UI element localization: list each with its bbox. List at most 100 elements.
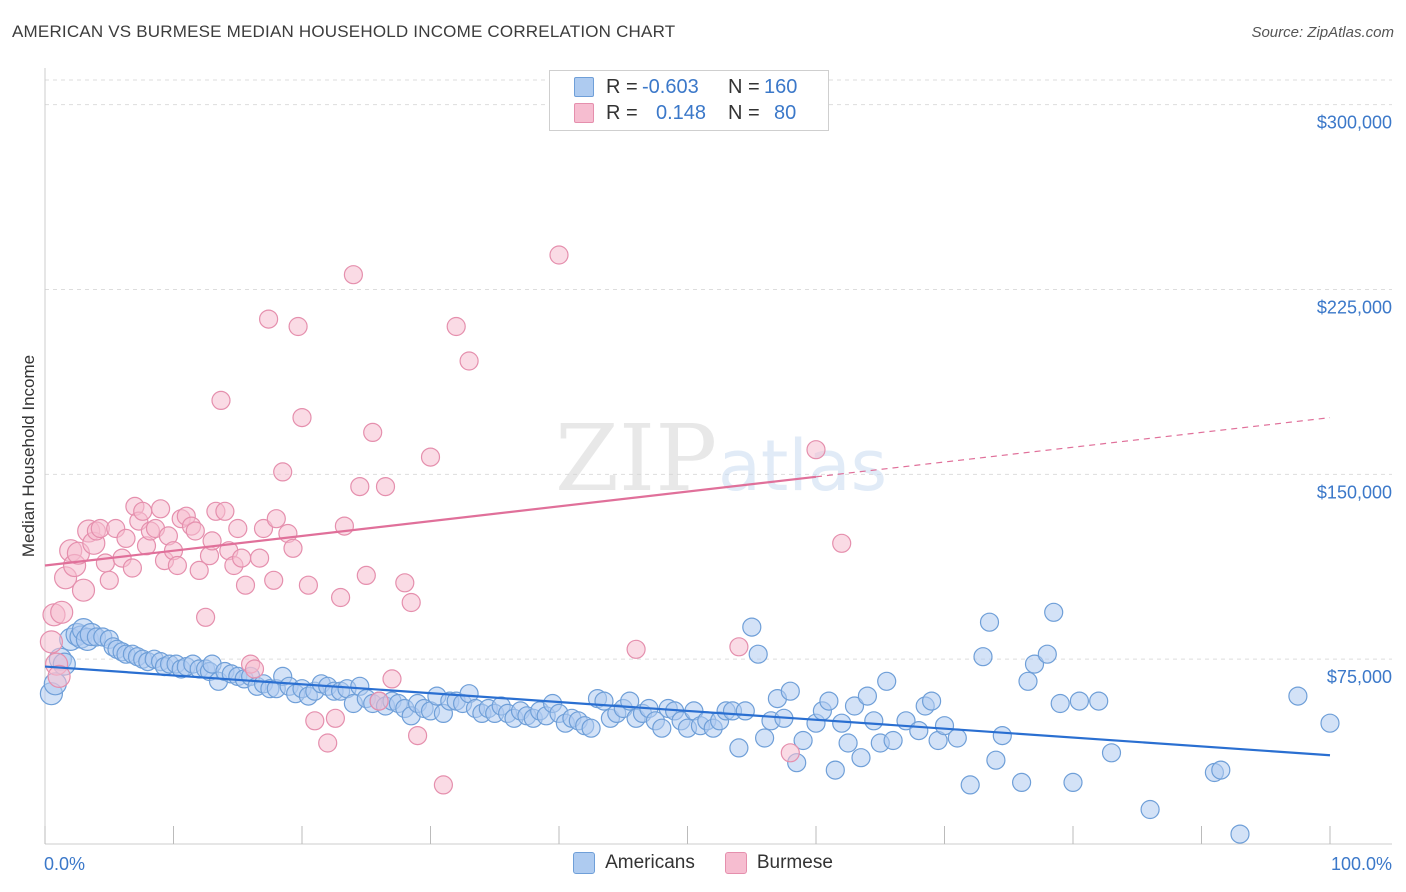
legend-r-value: -0.603: [642, 75, 699, 98]
americans-point: [1069, 691, 1090, 711]
correlation-legend: R = -0.603 N = 160 R = 0.148 N = 80: [549, 70, 829, 131]
series-americans: [39, 602, 1340, 844]
x-tick-label-start: 0.0%: [44, 854, 85, 874]
americans-point: [1230, 824, 1250, 844]
americans-point: [851, 748, 871, 768]
burmese-point: [363, 422, 383, 442]
americans-point: [832, 713, 852, 733]
burmese-point: [259, 309, 279, 329]
watermark-atlas: atlas: [718, 425, 887, 507]
burmese-legend-swatch: [724, 852, 747, 874]
legend-r-value: 0.148: [656, 101, 707, 124]
burmese-point: [196, 607, 216, 627]
burmese-point: [343, 265, 363, 285]
burmese-point: [395, 573, 415, 593]
americans-point: [742, 617, 762, 637]
americans-trend-line: [44, 665, 1331, 757]
americans-point: [819, 691, 839, 711]
americans-point: [960, 775, 980, 795]
burmese-trend-extension: [815, 417, 1331, 478]
burmese-point: [235, 575, 256, 595]
burmese-point: [408, 725, 428, 746]
americans-point: [838, 733, 858, 753]
burmese-point: [305, 711, 325, 731]
series-burmese: [39, 245, 852, 795]
burmese-point: [133, 501, 153, 521]
burmese-point: [185, 521, 205, 541]
trend-lines: [44, 417, 1331, 757]
legend-row-burmese: R = 0.148 N = 80: [574, 101, 796, 125]
americans-point: [1211, 760, 1231, 780]
americans-point: [729, 738, 749, 758]
burmese-legend-label: Burmese: [756, 852, 833, 873]
y-axis-label: Median Household Income: [19, 355, 38, 557]
burmese-point: [273, 462, 293, 482]
burmese-point: [232, 548, 252, 568]
americans-point: [825, 760, 845, 780]
chart-title: AMERICAN VS BURMESE MEDIAN HOUSEHOLD INC…: [12, 22, 676, 41]
burmese-point: [433, 775, 453, 795]
americans-point: [581, 718, 601, 738]
americans-point: [735, 701, 755, 721]
legend-n-label: N =: [728, 101, 760, 124]
x-tick-labels: 0.0% 100.0%: [44, 854, 1392, 874]
americans-point: [780, 681, 800, 701]
legend-item-burmese[interactable]: Burmese: [724, 852, 833, 874]
burmese-point: [446, 316, 466, 337]
burmese-point: [244, 659, 265, 679]
burmese-point: [151, 499, 171, 519]
burmese-point: [369, 691, 389, 711]
burmese-point: [350, 477, 370, 497]
americans-legend-label: Americans: [605, 852, 695, 873]
y-tick-label: $300,000: [1317, 113, 1392, 133]
burmese-point: [122, 558, 142, 578]
y-tick-label: $225,000: [1317, 297, 1392, 317]
burmese-point: [266, 509, 286, 529]
legend-n-label: N =: [728, 75, 760, 98]
burmese-point: [264, 570, 284, 590]
legend-n-value: 80: [774, 101, 797, 124]
americans-point: [652, 718, 672, 738]
americans-point: [909, 720, 929, 741]
chart-source: Source: ZipAtlas.com: [1251, 24, 1394, 41]
burmese-point: [50, 600, 74, 624]
burmese-point: [228, 518, 248, 539]
burmese-point: [549, 245, 569, 265]
burmese-point: [459, 351, 479, 371]
legend-item-americans[interactable]: Americans: [573, 852, 695, 874]
burmese-point: [292, 408, 312, 428]
americans-point: [973, 647, 993, 667]
burmese-point: [331, 587, 351, 608]
americans-point: [1037, 644, 1057, 664]
burmese-point: [420, 447, 441, 467]
burmese-point: [806, 440, 826, 460]
burmese-point: [375, 477, 396, 497]
x-tick-label-end: 100.0%: [1331, 854, 1392, 874]
americans-point: [1089, 691, 1109, 711]
burmese-point: [253, 518, 274, 539]
americans-point: [1101, 743, 1122, 763]
americans-point: [877, 671, 897, 691]
burmese-point: [356, 565, 376, 586]
americans-point: [857, 686, 878, 706]
legend-row-americans: R = -0.603 N = 160: [574, 75, 797, 99]
americans-point: [979, 612, 1000, 632]
americans-point: [1011, 772, 1032, 793]
watermark: ZIP atlas: [555, 405, 887, 512]
burmese-point: [283, 538, 303, 558]
americans-point: [934, 716, 955, 736]
americans-point: [992, 725, 1012, 746]
burmese-point: [288, 316, 308, 337]
legend-r-label: R =: [606, 75, 638, 98]
watermark-zip: ZIP: [555, 405, 717, 512]
burmese-point: [39, 630, 64, 654]
legend-n-value: 160: [764, 75, 798, 98]
burmese-point: [626, 639, 646, 659]
burmese-point: [318, 733, 338, 753]
legend-r-label: R =: [606, 101, 638, 124]
americans-point: [844, 696, 865, 716]
burmese-point: [47, 664, 71, 689]
burmese-point: [167, 555, 187, 576]
americans-point: [921, 691, 942, 711]
